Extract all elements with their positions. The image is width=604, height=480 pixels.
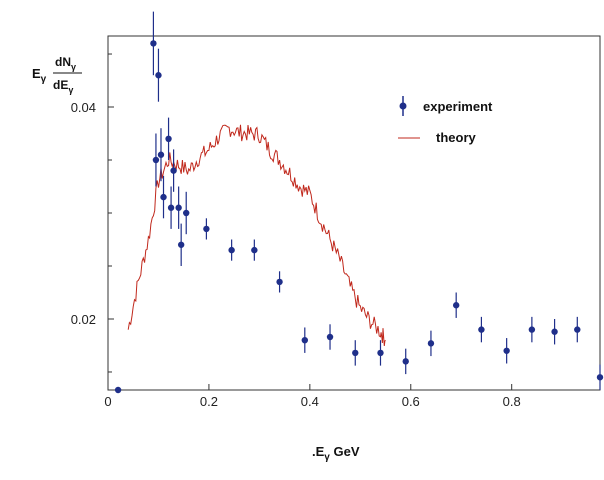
experiment-point-1 xyxy=(150,40,157,47)
experiment-point-22 xyxy=(452,302,460,309)
x-tick-label-1: 0.2 xyxy=(200,394,218,409)
experiment-point-17 xyxy=(326,333,334,341)
experiment-point-3 xyxy=(152,156,160,164)
experiment-point-27 xyxy=(574,326,581,333)
experiment-point-2 xyxy=(155,72,162,79)
experiment-point-26 xyxy=(551,328,558,335)
experiment-point-24 xyxy=(503,347,510,354)
experiment-point-14 xyxy=(251,246,258,254)
experiment-point-19 xyxy=(377,349,384,357)
experiment-point-18 xyxy=(352,349,359,357)
y-axis-label-lead: Eγ xyxy=(32,66,47,85)
x-tick-label-2: 0.4 xyxy=(301,394,319,409)
experiment-point-23 xyxy=(478,326,485,333)
legend: experiment theory xyxy=(398,96,493,145)
experiment-point-20 xyxy=(402,358,409,365)
x-axis-label: .Eγ GeV xyxy=(312,444,360,463)
experiment-point-13 xyxy=(228,246,235,254)
experiment-point-6 xyxy=(165,135,172,143)
experiment-point-21 xyxy=(427,340,435,347)
experiment-point-4 xyxy=(157,151,165,158)
theory-line xyxy=(127,124,386,346)
experiment-point-7 xyxy=(167,204,175,211)
experiment-point-11 xyxy=(183,209,190,217)
experiment-point-8 xyxy=(170,167,177,174)
experiment-series xyxy=(114,11,604,394)
experiment-point-5 xyxy=(160,193,167,201)
experiment-point-16 xyxy=(301,336,308,344)
experiment-point-10 xyxy=(177,241,185,248)
legend-theory-label: theory xyxy=(436,130,477,145)
legend-experiment-marker xyxy=(399,102,407,110)
plot-axes xyxy=(107,35,601,391)
theory-series xyxy=(127,124,386,346)
x-tick-label-4: 0.8 xyxy=(503,394,521,409)
x-tick-label-3: 0.6 xyxy=(402,394,420,409)
experiment-point-0 xyxy=(114,386,122,394)
plot-frame xyxy=(107,35,601,391)
x-tick-label-0: 0 xyxy=(104,394,111,409)
y-axis-label-numerator: dNγ xyxy=(55,55,76,72)
experiment-point-25 xyxy=(528,326,536,333)
tick-labels: 0 0.2 0.4 0.6 0.8 0.02 0.04 xyxy=(71,100,521,409)
experiment-point-28 xyxy=(596,374,604,381)
experiment-point-15 xyxy=(276,278,283,286)
legend-experiment-label: experiment xyxy=(423,99,493,114)
y-tick-label-0: 0.02 xyxy=(71,312,96,327)
experiment-point-12 xyxy=(203,225,210,233)
experiment-point-9 xyxy=(175,204,182,211)
y-tick-label-1: 0.04 xyxy=(71,100,96,115)
y-axis-label-denominator: dEγ xyxy=(53,78,73,95)
